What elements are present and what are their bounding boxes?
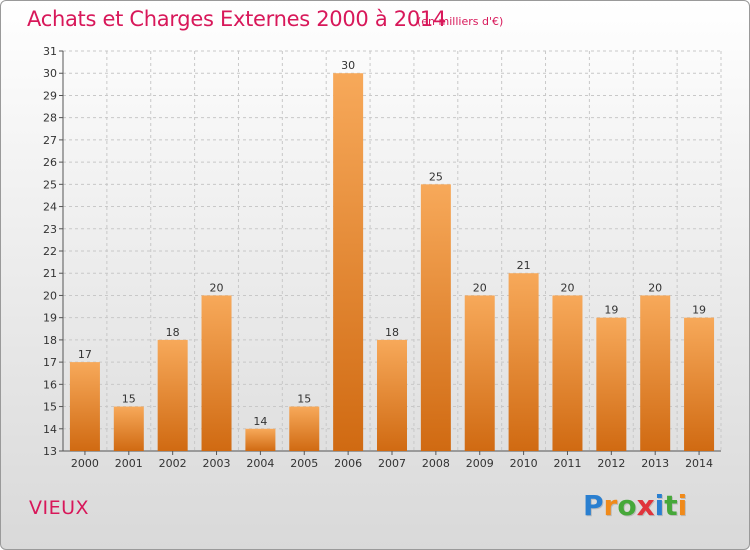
x-tick-label-2005: 2005 <box>290 457 318 470</box>
y-tick-label: 13 <box>43 445 57 458</box>
logo-letter: r <box>603 489 618 522</box>
data-label-2013: 20 <box>648 281 662 294</box>
x-tick-label-2011: 2011 <box>553 457 581 470</box>
y-tick-label: 21 <box>43 267 57 280</box>
y-tick-label: 31 <box>43 45 57 58</box>
y-tick-label: 16 <box>43 378 57 391</box>
data-label-2014: 19 <box>692 304 706 317</box>
bars <box>69 73 715 452</box>
bar-2005 <box>289 406 320 451</box>
y-tick-label: 18 <box>43 334 57 347</box>
logo-letter: x <box>636 489 655 522</box>
y-tick-label: 29 <box>43 89 57 102</box>
y-tick-label: 27 <box>43 134 57 147</box>
x-tick-label-2008: 2008 <box>422 457 450 470</box>
y-tick-label: 15 <box>43 401 57 414</box>
data-label-2006: 30 <box>341 59 355 72</box>
x-tick-label-2002: 2002 <box>159 457 187 470</box>
bar-2007 <box>377 339 407 451</box>
y-tick-label: 25 <box>43 178 57 191</box>
data-label-2010: 21 <box>517 259 531 272</box>
bar-2006 <box>333 73 364 451</box>
y-tick-label: 17 <box>43 356 57 369</box>
y-tick-label: 20 <box>43 289 57 302</box>
bar-2010 <box>508 273 539 451</box>
x-tick-label-2001: 2001 <box>115 457 143 470</box>
y-tick-label: 14 <box>43 423 57 436</box>
data-label-2002: 18 <box>166 326 180 339</box>
data-label-2004: 14 <box>253 415 267 428</box>
x-tick-label-2014: 2014 <box>685 457 713 470</box>
data-label-2012: 19 <box>604 304 618 317</box>
x-tick-label-2004: 2004 <box>246 457 274 470</box>
y-tick-label: 22 <box>43 245 57 258</box>
logo-letter: i <box>677 489 688 522</box>
x-tick-label-2013: 2013 <box>641 457 669 470</box>
data-label-2003: 20 <box>210 281 224 294</box>
x-tick-label-2006: 2006 <box>334 457 362 470</box>
bar-2003 <box>201 295 232 451</box>
data-label-2000: 17 <box>78 348 92 361</box>
x-tick-label-2012: 2012 <box>597 457 625 470</box>
x-tick-label-2010: 2010 <box>510 457 538 470</box>
chart-title: Achats et Charges Externes 2000 à 2014 <box>27 7 447 31</box>
y-tick-label: 30 <box>43 67 57 80</box>
bar-2002 <box>157 339 188 451</box>
bar-2011 <box>552 295 583 451</box>
x-tick-label-2000: 2000 <box>71 457 99 470</box>
data-label-2005: 15 <box>297 393 311 406</box>
data-label-2009: 20 <box>473 281 487 294</box>
chart-unit-note: (en milliers d'€) <box>417 15 504 28</box>
bar-2004 <box>245 428 276 451</box>
x-tick-label-2007: 2007 <box>378 457 406 470</box>
data-label-2008: 25 <box>429 170 443 183</box>
y-tick-label: 24 <box>43 201 57 214</box>
proxiti-logo: Proxiti <box>583 489 687 522</box>
y-tick-label: 28 <box>43 112 57 125</box>
bar-2008 <box>420 184 451 452</box>
commune-name: VIEUX <box>29 497 90 519</box>
bar-2009 <box>464 295 495 451</box>
x-tick-label-2009: 2009 <box>466 457 494 470</box>
y-tick-label: 23 <box>43 223 57 236</box>
bar-2014 <box>684 317 715 451</box>
bar-2013 <box>640 295 671 451</box>
logo-letter: t <box>664 489 678 522</box>
data-label-2011: 20 <box>560 281 574 294</box>
data-label-2007: 18 <box>385 326 399 339</box>
x-tick-label-2003: 2003 <box>203 457 231 470</box>
labels: 17 2000 15 2001 18 2002 20 2003 14 2004 15 2005 30 20… <box>71 59 713 470</box>
logo-letter: o <box>617 489 637 522</box>
y-tick-label: 26 <box>43 156 57 169</box>
bar-2001 <box>113 406 144 451</box>
logo-letter: i <box>654 489 665 522</box>
logo-letter: P <box>583 489 604 522</box>
bar-2012 <box>596 317 627 451</box>
bar-2000 <box>69 362 100 451</box>
data-label-2001: 15 <box>122 393 136 406</box>
y-tick-label: 19 <box>43 312 57 325</box>
